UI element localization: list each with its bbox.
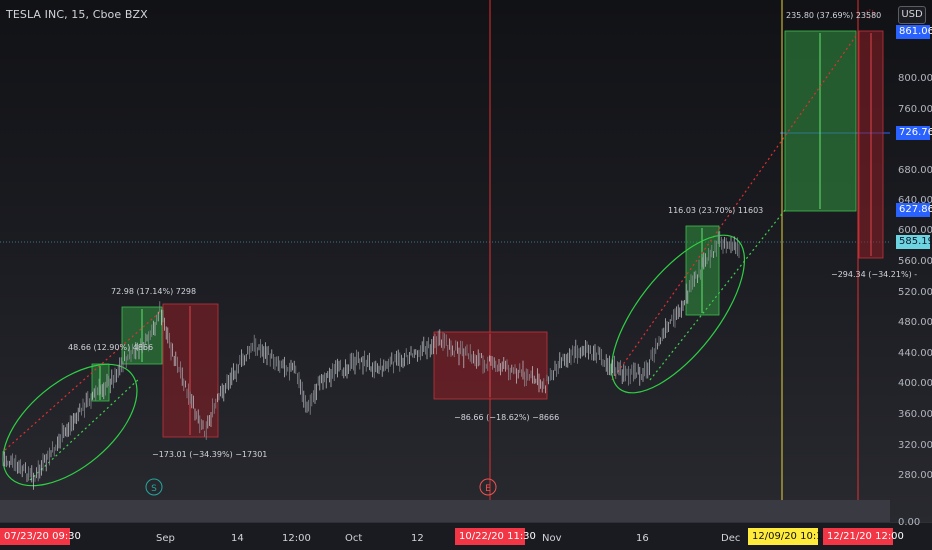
time-label: Sep xyxy=(156,533,175,544)
time-flag-oct22: 10/22/20 11:30 xyxy=(455,528,536,545)
price-flag-627: 627.86 xyxy=(896,203,932,217)
highlight-ellipse-1 xyxy=(2,363,138,487)
price-flag-585: 585.19 xyxy=(896,235,932,249)
trend-red-2 xyxy=(611,32,859,381)
price-label: 640.00 xyxy=(898,195,932,206)
candlesticks xyxy=(2,231,740,490)
marker-e-circle xyxy=(479,478,497,496)
marker-s-circle xyxy=(145,478,163,496)
price-label: 680.00 xyxy=(898,165,932,176)
price-label: 360.00 xyxy=(898,409,932,420)
highlight-ellipse-2 xyxy=(610,234,746,394)
price-label: 440.00 xyxy=(898,348,932,359)
price-flag-726: 726.76 xyxy=(896,126,932,140)
measure-label-2: 72.98 (17.14%) 7298 xyxy=(111,287,197,296)
time-label: Nov xyxy=(542,533,562,544)
time-label: 14 xyxy=(231,533,244,544)
time-label: 12:00 xyxy=(282,533,311,544)
price-label: 520.00 xyxy=(898,287,932,298)
price-label: 800.00 xyxy=(898,73,932,84)
price-label: 480.00 xyxy=(898,317,932,328)
price-label: 320.00 xyxy=(898,440,932,451)
time-label: 16 xyxy=(636,533,649,544)
time-label: Dec xyxy=(721,533,741,544)
marker-s: S xyxy=(151,484,157,494)
price-flag-861: 861.06 xyxy=(896,25,932,39)
trend-green-2 xyxy=(649,209,786,381)
measure-label-1: 48.66 (12.90%) 4866 xyxy=(68,343,154,352)
trend-green-1 xyxy=(29,377,141,481)
measure-label-7: −294.34 (−34.21%) - xyxy=(831,270,918,279)
time-flag-start: 07/23/20 09:30 xyxy=(0,528,81,545)
measure-label-5: 116.03 (23.70%) 11603 xyxy=(668,206,764,215)
measure-label-4: −86.66 (−18.62%) −8666 xyxy=(454,413,560,422)
time-flag-dec09: 12/09/20 10:15 xyxy=(748,528,829,545)
time-flag-dec21: 12/21/20 12:00 xyxy=(823,528,904,545)
time-label: Oct xyxy=(345,533,363,544)
price-label: 0.00 xyxy=(898,517,921,528)
price-label: 280.00 xyxy=(898,470,932,481)
measure-label-3: −173.01 (−34.39%) −17301 xyxy=(152,450,268,459)
symbol-title: TESLA INC, 15, Cboe BZX xyxy=(6,8,148,21)
currency-button[interactable]: USD xyxy=(898,6,926,24)
price-label: 600.00 xyxy=(898,225,932,236)
price-label: 560.00 xyxy=(898,256,932,267)
price-label: 400.00 xyxy=(898,378,932,389)
scroll-band[interactable] xyxy=(0,500,890,522)
price-label: 760.00 xyxy=(898,104,932,115)
marker-e: E xyxy=(485,484,491,494)
time-label: 12 xyxy=(411,533,424,544)
measure-label-6: 235.80 (37.69%) 23580 xyxy=(786,11,882,20)
